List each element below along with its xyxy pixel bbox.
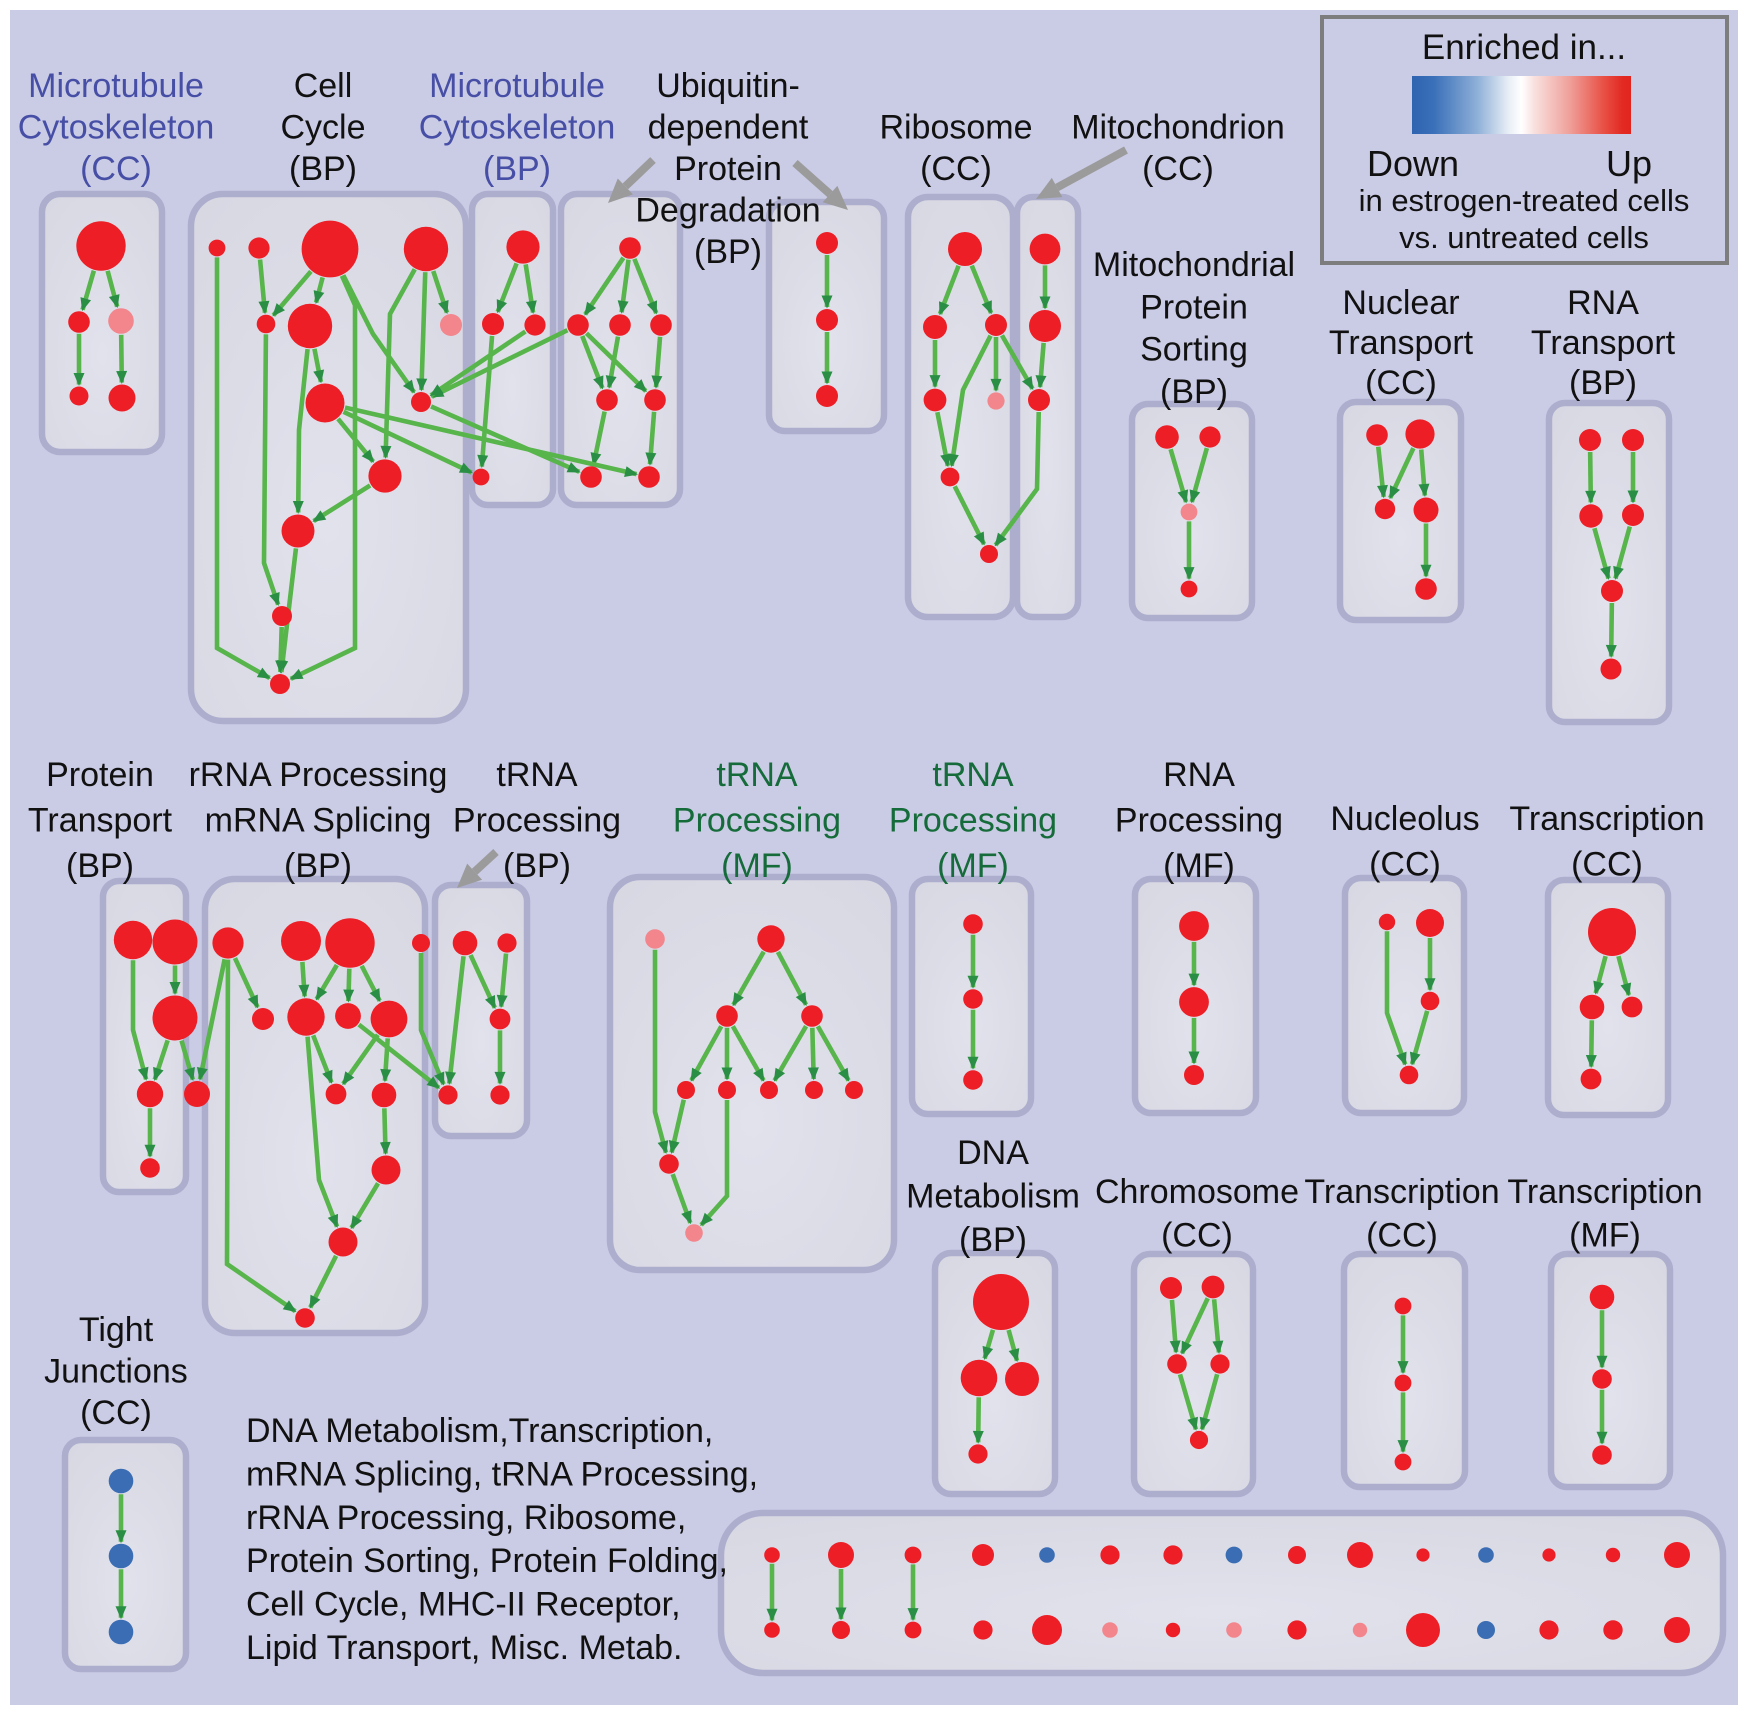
- svg-text:Protein: Protein: [1140, 288, 1248, 326]
- svg-text:Transcription: Transcription: [1509, 800, 1704, 838]
- svg-text:(CC): (CC): [1142, 150, 1214, 188]
- svg-text:Transport: Transport: [28, 802, 173, 840]
- svg-text:Degradation: Degradation: [635, 192, 820, 230]
- svg-text:Transport: Transport: [1531, 324, 1676, 362]
- svg-text:Processing: Processing: [453, 802, 621, 840]
- svg-text:(BP): (BP): [694, 233, 762, 271]
- svg-text:Microtubule: Microtubule: [429, 67, 605, 105]
- svg-text:Nuclear: Nuclear: [1342, 284, 1459, 322]
- svg-text:Transport: Transport: [1329, 324, 1474, 362]
- svg-text:Transcription: Transcription: [1304, 1173, 1499, 1211]
- svg-text:Protein: Protein: [46, 756, 154, 794]
- svg-text:Cytoskeleton: Cytoskeleton: [419, 109, 616, 147]
- svg-text:in estrogen-treated cells: in estrogen-treated cells: [1359, 183, 1690, 218]
- svg-text:(CC): (CC): [1365, 364, 1437, 402]
- svg-text:(CC): (CC): [80, 1394, 152, 1432]
- svg-text:(MF): (MF): [937, 847, 1009, 885]
- svg-text:Protein: Protein: [674, 150, 782, 188]
- svg-text:Cell Cycle, MHC-II Receptor,: Cell Cycle, MHC-II Receptor,: [246, 1586, 681, 1624]
- svg-text:Metabolism: Metabolism: [906, 1178, 1080, 1216]
- svg-text:(BP): (BP): [289, 150, 357, 188]
- svg-text:Chromosome: Chromosome: [1095, 1173, 1299, 1211]
- svg-text:Cytoskeleton: Cytoskeleton: [18, 109, 215, 147]
- svg-text:(BP): (BP): [483, 150, 551, 188]
- svg-text:Lipid Transport, Misc. Metab.: Lipid Transport, Misc. Metab.: [246, 1629, 683, 1667]
- svg-text:(BP): (BP): [503, 847, 571, 885]
- svg-text:Transcription: Transcription: [1507, 1173, 1702, 1211]
- svg-text:(CC): (CC): [1369, 846, 1441, 884]
- svg-text:mRNA Splicing: mRNA Splicing: [205, 802, 432, 840]
- svg-text:Microtubule: Microtubule: [28, 67, 204, 105]
- svg-text:Mitochondrion: Mitochondrion: [1071, 109, 1285, 147]
- svg-text:Junctions: Junctions: [44, 1353, 188, 1391]
- svg-text:DNA Metabolism,Transcription,: DNA Metabolism,Transcription,: [246, 1412, 713, 1450]
- svg-text:tRNA: tRNA: [932, 756, 1014, 794]
- svg-text:Processing: Processing: [1115, 802, 1283, 840]
- svg-text:(BP): (BP): [66, 847, 134, 885]
- svg-text:Processing: Processing: [889, 802, 1057, 840]
- svg-text:(CC): (CC): [920, 150, 992, 188]
- svg-text:rRNA Processing: rRNA Processing: [189, 756, 448, 794]
- svg-text:Cycle: Cycle: [280, 109, 365, 147]
- svg-text:Processing: Processing: [673, 802, 841, 840]
- svg-text:Enriched in...: Enriched in...: [1422, 28, 1626, 67]
- svg-text:(BP): (BP): [1569, 364, 1637, 402]
- svg-text:(BP): (BP): [1160, 373, 1228, 411]
- svg-text:Down: Down: [1367, 143, 1459, 184]
- svg-text:(MF): (MF): [1569, 1217, 1641, 1255]
- svg-text:(BP): (BP): [284, 847, 352, 885]
- svg-text:(CC): (CC): [1366, 1217, 1438, 1255]
- svg-text:Up: Up: [1606, 143, 1652, 184]
- svg-text:RNA: RNA: [1163, 756, 1235, 794]
- svg-text:Sorting: Sorting: [1140, 331, 1248, 369]
- svg-text:(CC): (CC): [1571, 846, 1643, 884]
- svg-text:tRNA: tRNA: [716, 756, 798, 794]
- svg-text:(MF): (MF): [721, 847, 793, 885]
- svg-text:(MF): (MF): [1163, 847, 1235, 885]
- svg-text:(CC): (CC): [80, 150, 152, 188]
- svg-text:mRNA Splicing, tRNA Processing: mRNA Splicing, tRNA Processing,: [246, 1455, 758, 1493]
- svg-text:Mitochondrial: Mitochondrial: [1093, 246, 1295, 284]
- svg-text:(CC): (CC): [1161, 1217, 1233, 1255]
- svg-text:tRNA: tRNA: [496, 756, 578, 794]
- svg-text:vs. untreated cells: vs. untreated cells: [1399, 220, 1649, 255]
- svg-text:Tight: Tight: [79, 1311, 154, 1349]
- svg-text:RNA: RNA: [1567, 284, 1639, 322]
- svg-text:Cell: Cell: [294, 67, 353, 105]
- svg-text:Ubiquitin-: Ubiquitin-: [656, 67, 800, 105]
- svg-text:rRNA Processing, Ribosome,: rRNA Processing, Ribosome,: [246, 1499, 686, 1537]
- svg-text:Ribosome: Ribosome: [879, 109, 1032, 147]
- svg-text:(BP): (BP): [959, 1221, 1027, 1259]
- svg-text:Nucleolus: Nucleolus: [1330, 800, 1479, 838]
- svg-text:DNA: DNA: [957, 1134, 1029, 1172]
- svg-text:Protein Sorting, Protein Foldi: Protein Sorting, Protein Folding,: [246, 1542, 728, 1580]
- svg-text:dependent: dependent: [648, 109, 809, 147]
